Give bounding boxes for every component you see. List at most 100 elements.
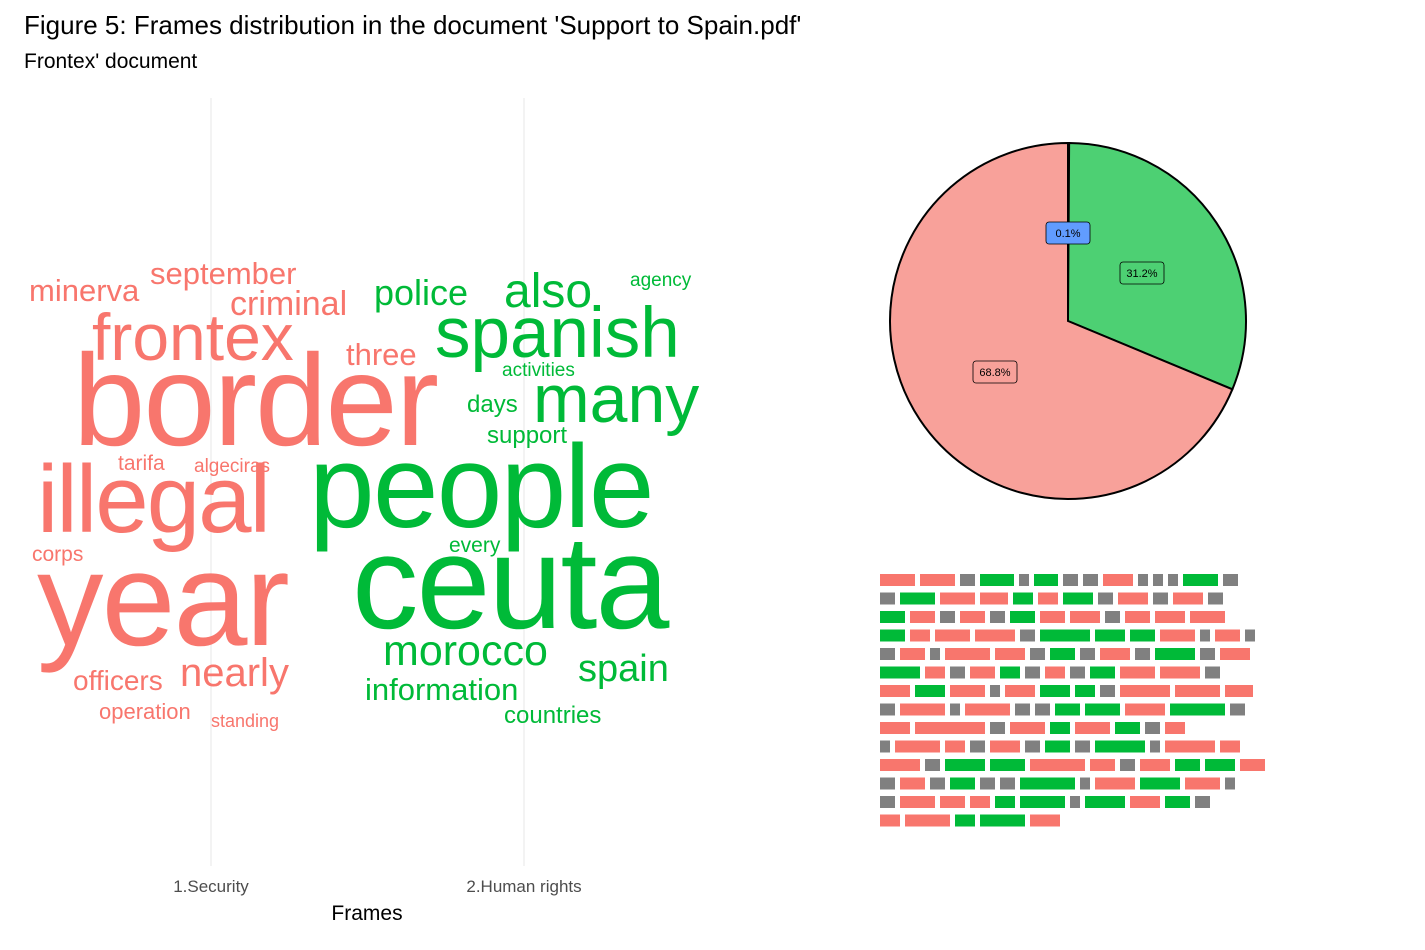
waffle-cell-other xyxy=(1083,574,1098,586)
waffle-cell-other xyxy=(1035,703,1050,716)
cloud-word-many: many xyxy=(533,361,699,437)
waffle-cell-human-rights xyxy=(880,611,905,623)
waffle-cell-security xyxy=(1160,629,1195,642)
waffle-cell-security xyxy=(905,814,950,827)
pie-label-box xyxy=(1045,221,1091,245)
waffle-cell-security xyxy=(1160,666,1200,679)
waffle-cell-human-rights xyxy=(1013,592,1033,605)
waffle-cell-security xyxy=(910,629,930,642)
cloud-word-nearly: nearly xyxy=(180,651,289,695)
waffle-cell-other xyxy=(1225,777,1235,790)
waffle-cell-human-rights xyxy=(900,592,935,605)
waffle-cell-other xyxy=(880,777,895,790)
waffle-cell-human-rights xyxy=(1175,759,1200,771)
waffle-cell-security xyxy=(975,629,1015,642)
waffle-cell-security xyxy=(1140,759,1170,771)
pie-label-text: 68.8% xyxy=(979,367,1010,379)
waffle-cell-human-rights xyxy=(945,759,985,771)
waffle-cell-other xyxy=(1075,740,1090,753)
waffle-cell-other xyxy=(1223,574,1238,586)
cloud-word-operation: operation xyxy=(99,699,191,724)
waffle-cell-security xyxy=(980,592,1008,605)
waffle-cell-human-rights xyxy=(1095,629,1125,642)
waffle-cell-security xyxy=(1100,648,1130,660)
waffle-cell-security xyxy=(945,740,965,753)
waffle-cell-human-rights xyxy=(1000,666,1020,679)
cloud-word-september: september xyxy=(150,256,296,291)
waffle-cell-security xyxy=(1038,592,1058,605)
cloud-word-morocco: morocco xyxy=(383,627,548,675)
waffle-cell-human-rights xyxy=(1020,777,1075,790)
waffle-cell-security xyxy=(1175,685,1220,697)
waffle-cell-security xyxy=(1155,611,1185,623)
cloud-word-three: three xyxy=(346,337,417,372)
cloud-word-agency: agency xyxy=(630,270,692,291)
cloud-word-corps: corps xyxy=(32,543,83,566)
waffle-cell-security xyxy=(970,666,995,679)
waffle-cell-security xyxy=(995,648,1025,660)
x-axis-title: Frames xyxy=(331,902,402,925)
waffle-cell-other xyxy=(1245,629,1255,642)
waffle-cell-other xyxy=(1153,592,1168,605)
cloud-word-ceuta: ceuta xyxy=(352,509,669,657)
waffle-cell-human-rights xyxy=(955,814,975,827)
waffle-cell-human-rights xyxy=(880,629,905,642)
waffle-cell-security xyxy=(960,611,985,623)
waffle-cell-security xyxy=(1030,759,1085,771)
waffle-cell-human-rights xyxy=(1155,648,1195,660)
waffle-cell-other xyxy=(1100,685,1115,697)
waffle-cell-security xyxy=(1190,611,1225,623)
waffle-cell-security xyxy=(1005,685,1035,697)
cloud-word-minerva: minerva xyxy=(29,273,140,308)
waffle-cell-security xyxy=(1130,796,1160,808)
waffle-cell-security xyxy=(950,685,985,697)
waffle-cell-security xyxy=(965,703,1010,716)
waffle-cell-security xyxy=(1118,592,1148,605)
waffle-cell-security xyxy=(940,796,965,808)
waffle-cell-security xyxy=(1120,666,1155,679)
waffle-cell-human-rights xyxy=(1050,648,1075,660)
figure-title: Figure 5: Frames distribution in the doc… xyxy=(24,10,802,40)
waffle-cell-other xyxy=(930,777,945,790)
waffle-cell-security xyxy=(1070,611,1100,623)
waffle-cell-other xyxy=(1019,574,1029,586)
waffle-cell-human-rights xyxy=(1055,703,1080,716)
waffle-cell-human-rights xyxy=(1130,629,1155,642)
cloud-word-people: people xyxy=(309,421,653,553)
waffle-cell-human-rights xyxy=(1115,722,1140,734)
waffle-cell-security xyxy=(990,740,1020,753)
waffle-cell-other xyxy=(990,685,1000,697)
pie-label-box xyxy=(1119,261,1165,285)
cloud-word-illegal: illegal xyxy=(37,446,269,553)
waffle-cell-security xyxy=(1125,611,1150,623)
waffle-cell-security xyxy=(925,666,945,679)
waffle-cell-human-rights xyxy=(1045,740,1070,753)
cloud-word-spain: spain xyxy=(578,648,669,690)
waffle-cell-human-rights xyxy=(1183,574,1218,586)
waffle-cell-other xyxy=(1135,648,1150,660)
waffle-cell-human-rights xyxy=(1034,574,1058,586)
waffle-cell-security xyxy=(895,740,940,753)
waffle-cell-other xyxy=(1025,740,1040,753)
waffle-cell-other xyxy=(880,703,895,716)
waffle-cell-other xyxy=(1150,740,1160,753)
cloud-word-support: support xyxy=(487,422,567,449)
waffle-cell-security xyxy=(900,703,945,716)
waffle-cell-other xyxy=(1208,592,1223,605)
cloud-word-criminal: criminal xyxy=(230,285,347,323)
cloud-word-spanish: spanish xyxy=(435,294,680,373)
cloud-word-days: days xyxy=(467,391,518,418)
waffle-cell-security xyxy=(1040,611,1065,623)
waffle-cell-other xyxy=(1020,629,1035,642)
waffle-cell-security xyxy=(1075,722,1110,734)
waffle-cell-other xyxy=(990,611,1005,623)
waffle-chart xyxy=(880,574,1265,827)
waffle-cell-security xyxy=(1225,685,1253,697)
waffle-cell-security xyxy=(900,648,925,660)
waffle-cell-other xyxy=(1098,592,1113,605)
waffle-cell-other xyxy=(950,666,965,679)
waffle-cell-human-rights xyxy=(1020,796,1065,808)
waffle-cell-human-rights xyxy=(995,796,1015,808)
pie-label-text: 31.2% xyxy=(1126,268,1157,280)
